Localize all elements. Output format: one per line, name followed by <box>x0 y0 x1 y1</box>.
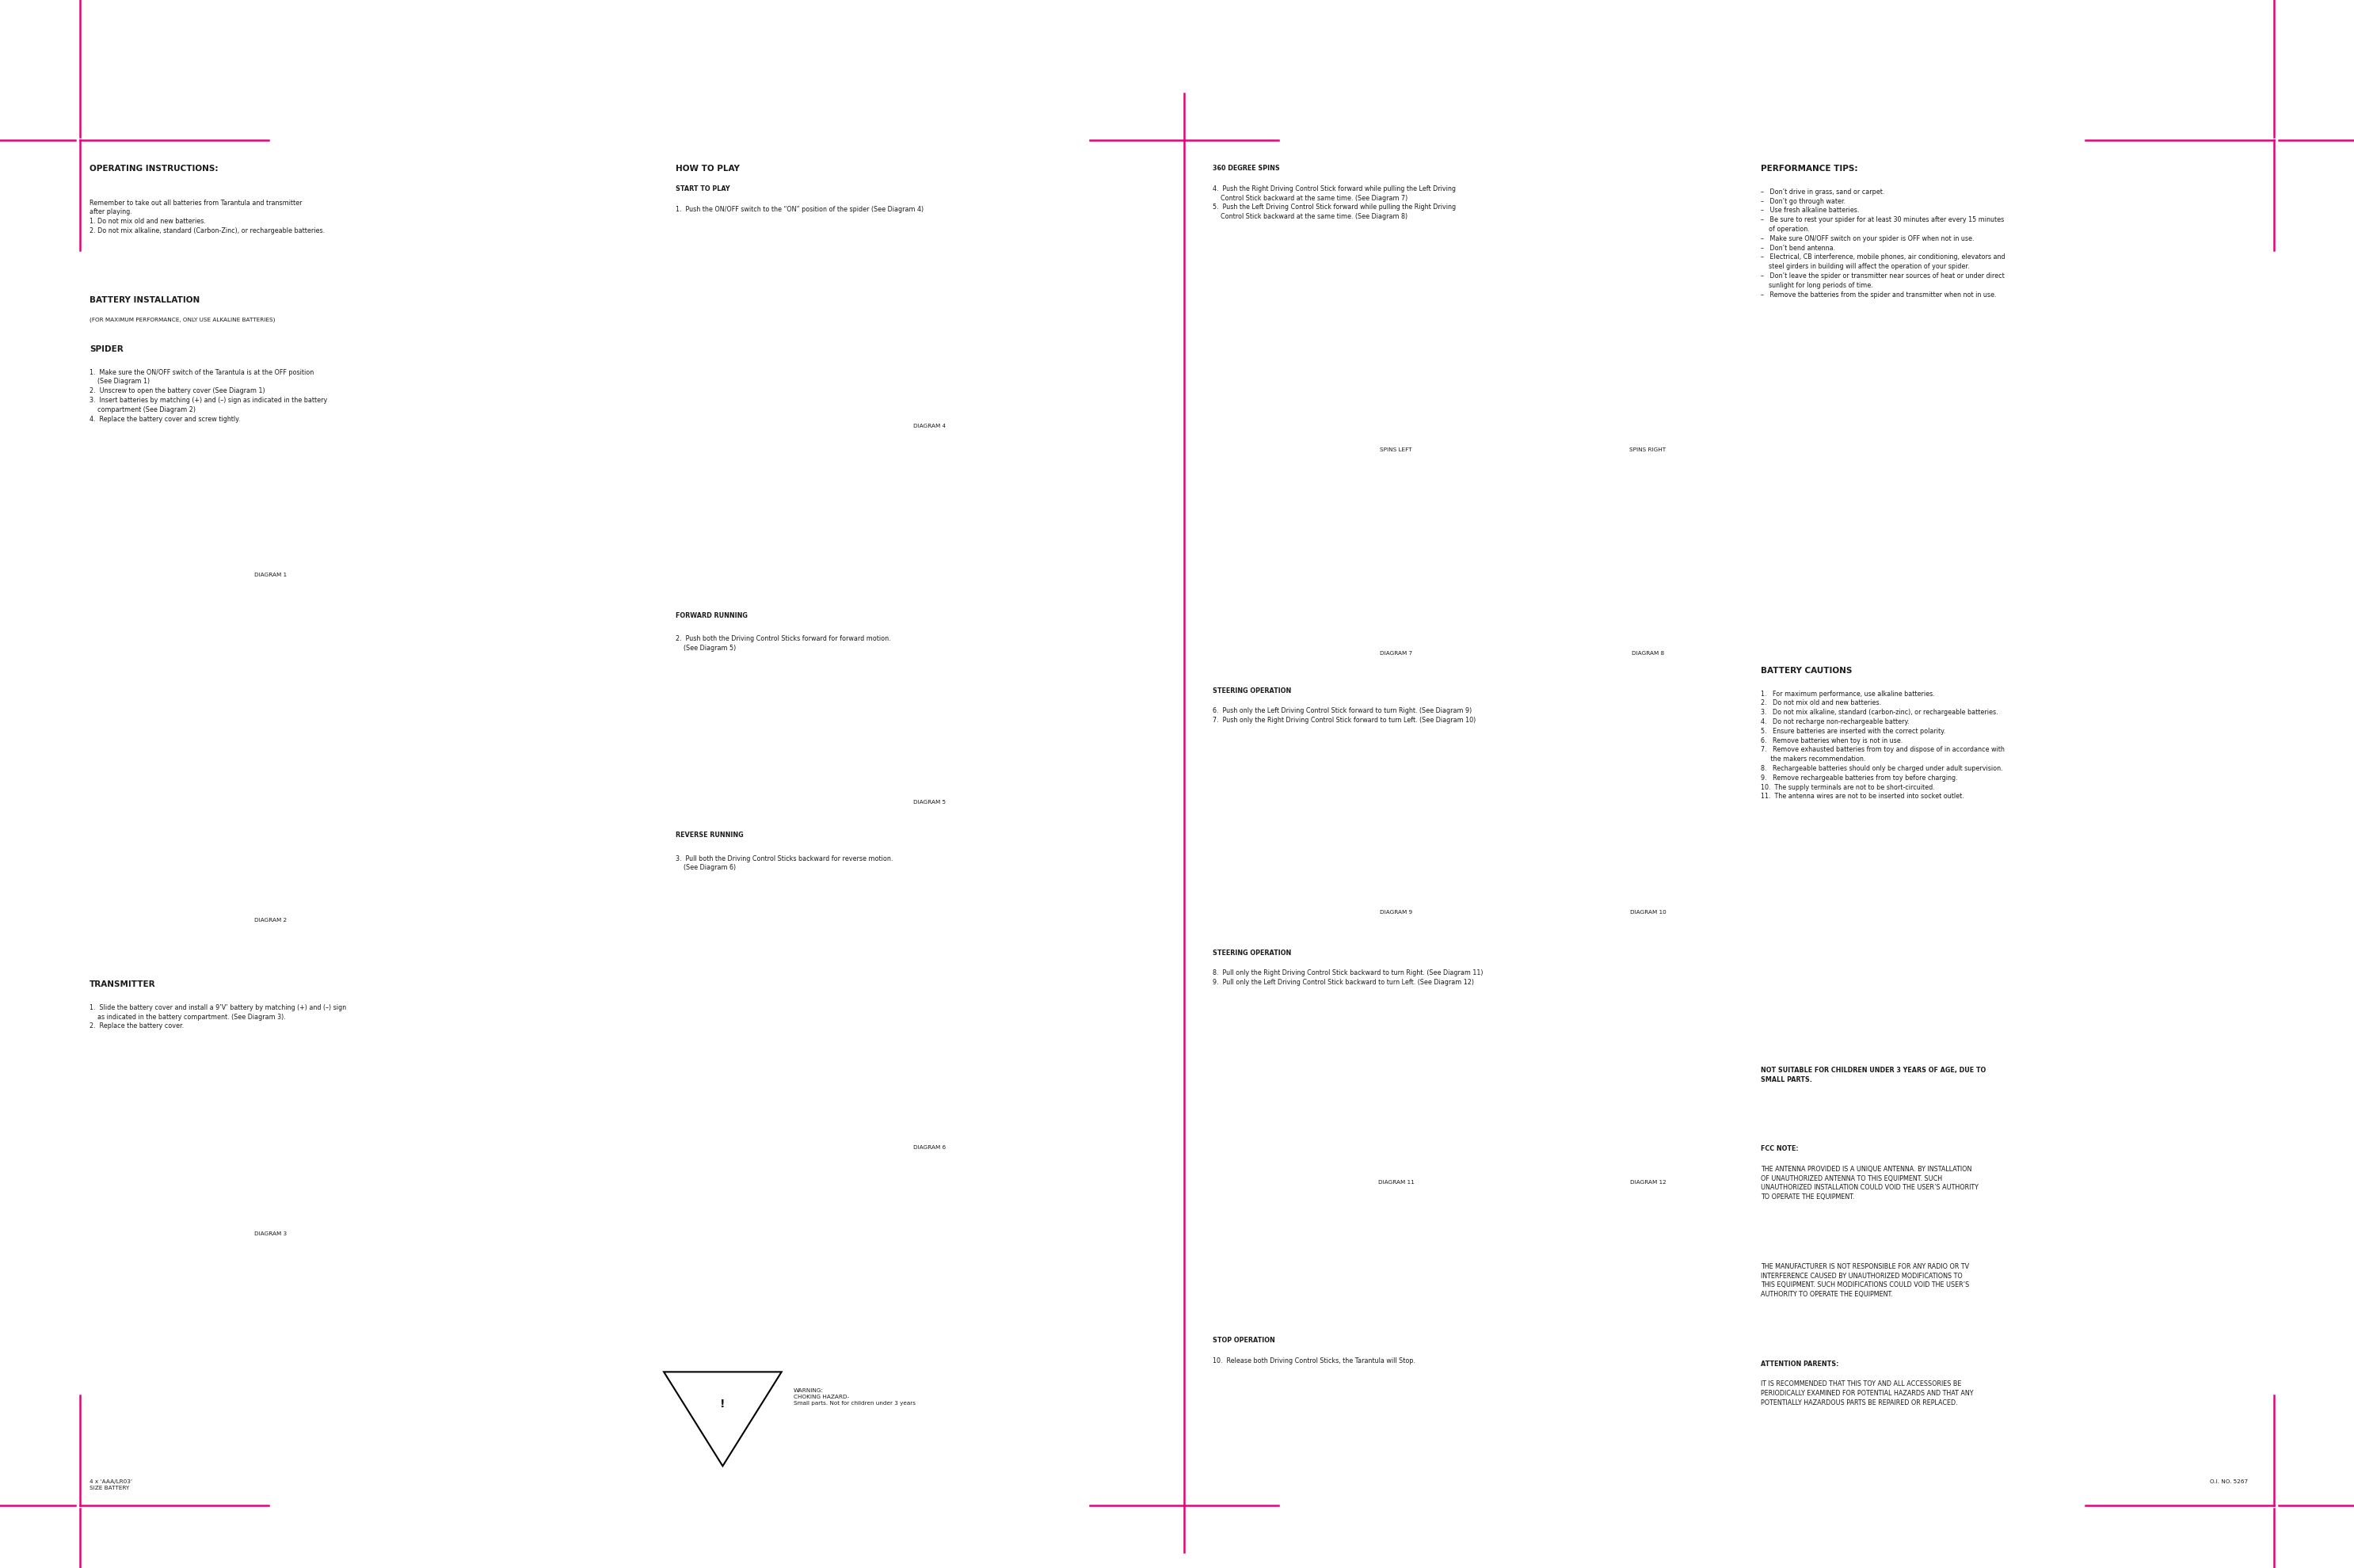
Text: DIAGRAM 8: DIAGRAM 8 <box>1631 651 1664 655</box>
Text: OPERATING INSTRUCTIONS:: OPERATING INSTRUCTIONS: <box>89 165 219 172</box>
Text: DIAGRAM 4: DIAGRAM 4 <box>913 423 946 428</box>
Text: 8.  Pull only the Right Driving Control Stick backward to turn Right. (See Diagr: 8. Pull only the Right Driving Control S… <box>1212 969 1483 985</box>
Text: DIAGRAM 5: DIAGRAM 5 <box>913 800 946 804</box>
Text: 2.  Push both the Driving Control Sticks forward for forward motion.
    (See Di: 2. Push both the Driving Control Sticks … <box>676 635 890 651</box>
Text: SPINS LEFT: SPINS LEFT <box>1379 447 1412 452</box>
Text: PERFORMANCE TIPS:: PERFORMANCE TIPS: <box>1761 165 1857 172</box>
Text: THE MANUFACTURER IS NOT RESPONSIBLE FOR ANY RADIO OR TV
INTERFERENCE CAUSED BY U: THE MANUFACTURER IS NOT RESPONSIBLE FOR … <box>1761 1262 1970 1297</box>
Text: NOT SUITABLE FOR CHILDREN UNDER 3 YEARS OF AGE, DUE TO
SMALL PARTS.: NOT SUITABLE FOR CHILDREN UNDER 3 YEARS … <box>1761 1066 1987 1082</box>
Text: STOP OPERATION: STOP OPERATION <box>1212 1336 1274 1344</box>
Text: DIAGRAM 2: DIAGRAM 2 <box>254 917 287 922</box>
Text: DIAGRAM 9: DIAGRAM 9 <box>1379 909 1412 914</box>
Text: !: ! <box>720 1397 725 1410</box>
Text: 1.  Push the ON/OFF switch to the “ON” position of the spider (See Diagram 4): 1. Push the ON/OFF switch to the “ON” po… <box>676 205 923 213</box>
Text: 3.  Pull both the Driving Control Sticks backward for reverse motion.
    (See D: 3. Pull both the Driving Control Sticks … <box>676 855 892 870</box>
Text: STEERING OPERATION: STEERING OPERATION <box>1212 949 1290 956</box>
Text: BATTERY CAUTIONS: BATTERY CAUTIONS <box>1761 666 1853 674</box>
Text: 6.  Push only the Left Driving Control Stick forward to turn Right. (See Diagram: 6. Push only the Left Driving Control St… <box>1212 707 1476 723</box>
Text: O.I. NO. 5267: O.I. NO. 5267 <box>2210 1479 2248 1483</box>
Text: IT IS RECOMMENDED THAT THIS TOY AND ALL ACCESSORIES BE
PERIODICALLY EXAMINED FOR: IT IS RECOMMENDED THAT THIS TOY AND ALL … <box>1761 1380 1973 1405</box>
Text: BATTERY INSTALLATION: BATTERY INSTALLATION <box>89 296 200 304</box>
Text: REVERSE RUNNING: REVERSE RUNNING <box>676 831 744 839</box>
Text: –   Don’t drive in grass, sand or carpet.
–   Don’t go through water.
–   Use fr: – Don’t drive in grass, sand or carpet. … <box>1761 188 2006 298</box>
Text: SPINS RIGHT: SPINS RIGHT <box>1629 447 1667 452</box>
Text: STEERING OPERATION: STEERING OPERATION <box>1212 687 1290 695</box>
Text: DIAGRAM 10: DIAGRAM 10 <box>1629 909 1667 914</box>
Text: SPIDER: SPIDER <box>89 345 122 353</box>
Text: 1.  Slide the battery cover and install a 9’V’ battery by matching (+) and (–) s: 1. Slide the battery cover and install a… <box>89 1004 346 1029</box>
Text: 4.  Push the Right Driving Control Stick forward while pulling the Left Driving
: 4. Push the Right Driving Control Stick … <box>1212 185 1455 220</box>
Text: DIAGRAM 6: DIAGRAM 6 <box>913 1145 946 1149</box>
Text: DIAGRAM 12: DIAGRAM 12 <box>1629 1179 1667 1184</box>
Text: HOW TO PLAY: HOW TO PLAY <box>676 165 739 172</box>
Text: 360 DEGREE SPINS: 360 DEGREE SPINS <box>1212 165 1281 172</box>
Text: 4 x ‘AAA/LR03’
SIZE BATTERY: 4 x ‘AAA/LR03’ SIZE BATTERY <box>89 1479 132 1490</box>
Text: ATTENTION PARENTS:: ATTENTION PARENTS: <box>1761 1359 1838 1367</box>
Text: DIAGRAM 7: DIAGRAM 7 <box>1379 651 1412 655</box>
Text: THE ANTENNA PROVIDED IS A UNIQUE ANTENNA. BY INSTALLATION
OF UNAUTHORIZED ANTENN: THE ANTENNA PROVIDED IS A UNIQUE ANTENNA… <box>1761 1165 1977 1200</box>
Text: 1.   For maximum performance, use alkaline batteries.
2.   Do not mix old and ne: 1. For maximum performance, use alkaline… <box>1761 690 2006 800</box>
Text: WARNING:
CHOKING HAZARD-
Small parts. Not for children under 3 years: WARNING: CHOKING HAZARD- Small parts. No… <box>793 1388 916 1405</box>
Text: DIAGRAM 11: DIAGRAM 11 <box>1377 1179 1415 1184</box>
Text: DIAGRAM 1: DIAGRAM 1 <box>254 572 287 577</box>
Text: (FOR MAXIMUM PERFORMANCE, ONLY USE ALKALINE BATTERIES): (FOR MAXIMUM PERFORMANCE, ONLY USE ALKAL… <box>89 317 275 321</box>
Text: DIAGRAM 3: DIAGRAM 3 <box>254 1231 287 1236</box>
Text: FCC NOTE:: FCC NOTE: <box>1761 1145 1798 1152</box>
Text: TRANSMITTER: TRANSMITTER <box>89 980 155 988</box>
Text: FORWARD RUNNING: FORWARD RUNNING <box>676 612 749 619</box>
Text: START TO PLAY: START TO PLAY <box>676 185 730 193</box>
Text: 10.  Release both Driving Control Sticks, the Tarantula will Stop.: 10. Release both Driving Control Sticks,… <box>1212 1356 1415 1364</box>
Text: Remember to take out all batteries from Tarantula and transmitter
after playing.: Remember to take out all batteries from … <box>89 199 325 234</box>
Text: 1.  Make sure the ON/OFF switch of the Tarantula is at the OFF position
    (See: 1. Make sure the ON/OFF switch of the Ta… <box>89 368 327 422</box>
